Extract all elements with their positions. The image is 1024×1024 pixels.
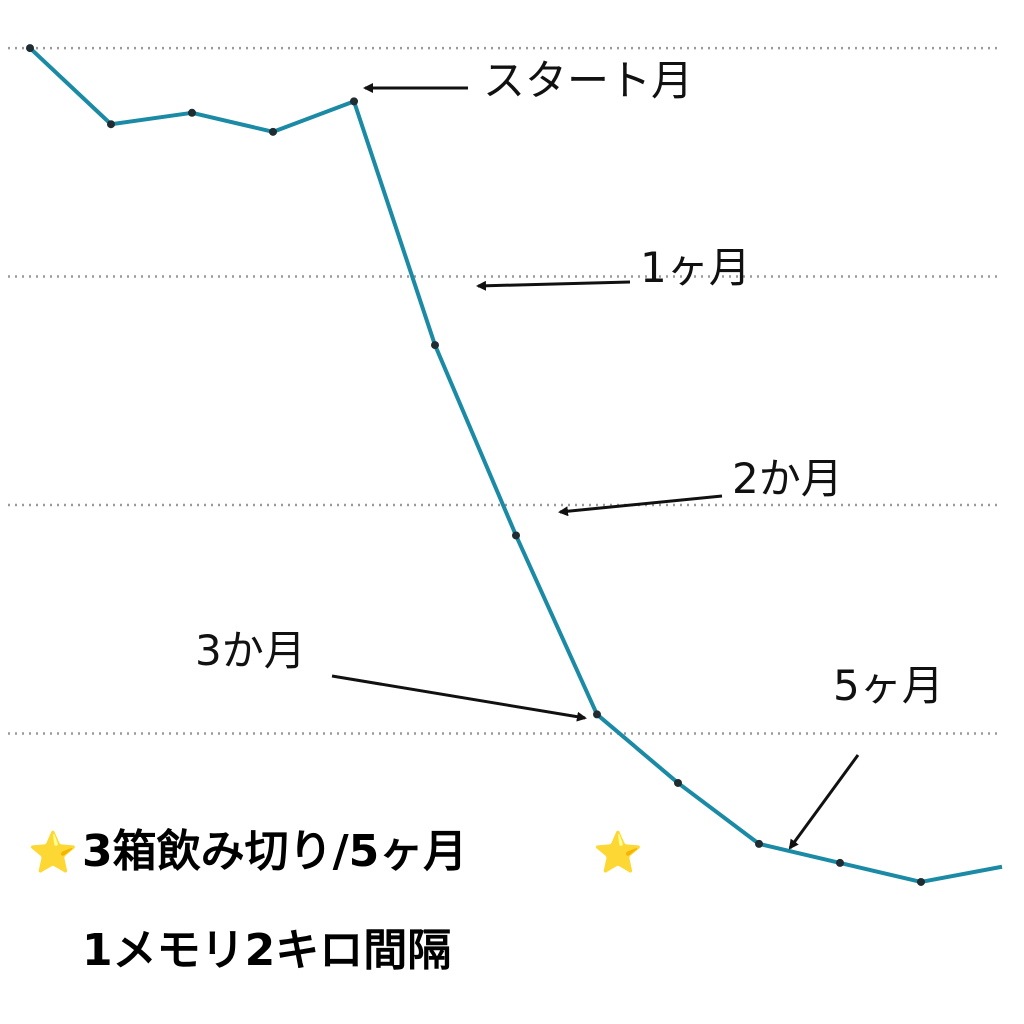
data-point <box>107 120 115 129</box>
star-icon: ⭐ <box>28 829 78 876</box>
data-point <box>593 710 601 719</box>
annotation-label: 5ヶ月 <box>833 661 944 710</box>
caption-line-1: 3箱飲み切り/5ヶ月 <box>82 826 467 877</box>
annotation-label: 2か月 <box>732 454 843 503</box>
caption: ⭐ 3箱飲み切り/5ヶ月 ⭐ 1メモリ2キロ間隔 <box>28 826 643 976</box>
data-point <box>269 127 277 136</box>
annotation-label: 3か月 <box>195 626 306 675</box>
data-point <box>755 839 763 848</box>
annotation-label: スタート月 <box>483 56 693 105</box>
star-icon: ⭐ <box>593 829 643 876</box>
arrow <box>331 674 587 722</box>
data-point <box>26 44 34 53</box>
annotation-2-month: 2か月 <box>558 454 843 517</box>
caption-line-2: 1メモリ2キロ間隔 <box>82 925 451 976</box>
data-point <box>917 877 925 886</box>
annotation-1-month: 1ヶ月 <box>476 243 751 292</box>
gridlines <box>8 46 1002 735</box>
annotation-5-month: 5ヶ月 <box>788 661 944 850</box>
arrow <box>788 754 860 850</box>
data-point <box>431 341 439 350</box>
data-point <box>350 97 358 106</box>
arrow <box>558 494 723 517</box>
data-point <box>836 858 844 867</box>
annotation-3-month: 3か月 <box>195 626 587 722</box>
annotation-start: スタート月 <box>363 56 693 105</box>
data-point <box>674 778 682 787</box>
annotation-label: 1ヶ月 <box>640 243 751 292</box>
data-point <box>512 531 520 540</box>
arrow <box>476 280 631 291</box>
data-points <box>26 44 925 886</box>
data-point <box>188 108 196 117</box>
